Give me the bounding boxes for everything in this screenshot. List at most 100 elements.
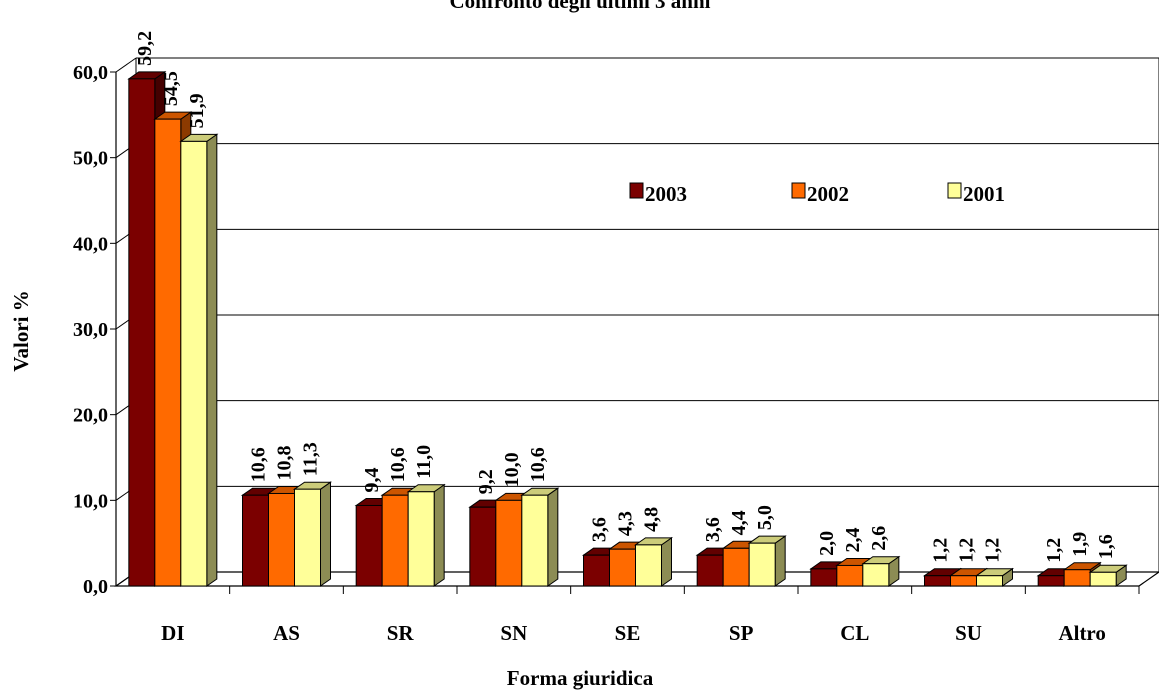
bar-front (810, 568, 838, 587)
data-label: 9,4 (361, 467, 383, 492)
gridline-diag (115, 57, 137, 73)
bar (633, 536, 674, 587)
legend-swatch (629, 182, 644, 199)
bar-front (407, 491, 435, 587)
data-label: 3,6 (702, 517, 724, 542)
legend-item: 2002 (791, 182, 849, 206)
category-label: SP (729, 621, 754, 645)
data-label: 10,8 (274, 445, 296, 480)
bar-front (924, 575, 951, 587)
y-tick-label: 0,0 (83, 576, 108, 598)
bar-side (433, 483, 445, 587)
data-label: 2,0 (816, 531, 838, 556)
bar-side (774, 535, 786, 587)
category-label: SU (955, 621, 982, 645)
bar-front (128, 78, 156, 587)
data-label: 2,4 (842, 527, 864, 552)
bar (179, 133, 219, 587)
bar-front (583, 554, 610, 587)
x-axis-title: Forma giuridica (507, 666, 654, 690)
category-label: AS (273, 621, 300, 645)
data-label: 3,6 (589, 517, 611, 542)
bar-front (154, 118, 182, 587)
bar-front (521, 494, 549, 587)
category-labels: DI AS SR SN SE SP CL SU Altro (161, 621, 1106, 645)
legend-swatch (791, 182, 806, 199)
legend-item: 2003 (629, 182, 687, 206)
data-label: 2,6 (868, 526, 890, 551)
bar-front (294, 488, 321, 587)
legend-label: 2003 (645, 182, 687, 206)
bar-front (862, 563, 890, 587)
data-label: 11,0 (413, 445, 435, 479)
bars (127, 70, 1128, 587)
bar-side (547, 487, 559, 587)
bar-front (696, 554, 724, 587)
data-label: 5,0 (754, 505, 776, 530)
bar-front (1089, 571, 1117, 587)
bar-front (748, 542, 776, 587)
bar-front (268, 492, 295, 587)
y-tick-label: 50,0 (73, 148, 108, 170)
y-tick-label: 40,0 (73, 233, 108, 255)
data-label: 9,2 (475, 469, 497, 494)
bar (1088, 564, 1128, 587)
bar-front (180, 140, 208, 587)
category-label: CL (840, 621, 869, 645)
bar-front (242, 494, 269, 587)
bar-front (355, 504, 383, 587)
bar (406, 483, 446, 587)
data-label: 4,4 (728, 510, 750, 535)
bar-front (836, 564, 864, 587)
bar (292, 481, 333, 587)
bar-front (635, 544, 662, 587)
bar-front (609, 548, 636, 587)
legend: 2003 2002 2001 (629, 182, 1005, 206)
category-label: Altro (1058, 621, 1105, 645)
data-labels: 59,254,551,910,6 10,8 11,39,4 10,6 11,09,2 10… (134, 31, 1117, 563)
data-label: 1,2 (1043, 538, 1065, 563)
data-label: 54,5 (160, 71, 182, 106)
bar-front (722, 547, 750, 587)
bar (974, 567, 1015, 587)
data-label: 59,2 (134, 31, 156, 66)
bar-front (1037, 575, 1065, 587)
y-tick-labels: 0,0 10,0 20,0 30,0 40,0 50,0 60,0 (73, 62, 108, 598)
chart-title: Confronto degli ultimi 3 anni (450, 0, 711, 13)
category-label: SR (387, 621, 415, 645)
data-label: 10,6 (387, 447, 409, 482)
category-label: SE (615, 621, 641, 645)
bar-front (495, 499, 523, 587)
data-label: 1,9 (1069, 532, 1091, 557)
data-label: 10,6 (527, 447, 549, 482)
legend-label: 2001 (963, 182, 1005, 206)
bar-side (661, 536, 672, 587)
y-tick-label: 20,0 (73, 405, 108, 427)
bar-front (381, 494, 409, 587)
y-tick-label: 60,0 (73, 62, 108, 84)
bar-front (469, 506, 497, 587)
y-axis-title: Valori % (9, 290, 33, 371)
bar-side (206, 133, 218, 587)
data-label: 10,6 (248, 447, 270, 482)
data-label: 1,2 (956, 538, 978, 563)
bar-side (320, 481, 331, 587)
data-label: 4,8 (641, 507, 663, 532)
legend-label: 2002 (807, 182, 849, 206)
bar-front (1063, 569, 1091, 587)
bar (747, 535, 787, 587)
legend-item: 2001 (947, 182, 1005, 206)
category-label: DI (161, 621, 184, 645)
bar-front (976, 575, 1003, 587)
data-label: 1,6 (1095, 534, 1117, 559)
y-tick-label: 30,0 (73, 319, 108, 341)
data-label: 4,3 (615, 511, 637, 536)
data-label: 1,2 (930, 538, 952, 563)
bar-front (950, 575, 977, 587)
bar (520, 487, 560, 587)
data-label: 51,9 (186, 93, 208, 128)
legend-swatch (947, 182, 962, 199)
category-label: SN (500, 621, 527, 645)
data-label: 11,3 (300, 442, 322, 476)
